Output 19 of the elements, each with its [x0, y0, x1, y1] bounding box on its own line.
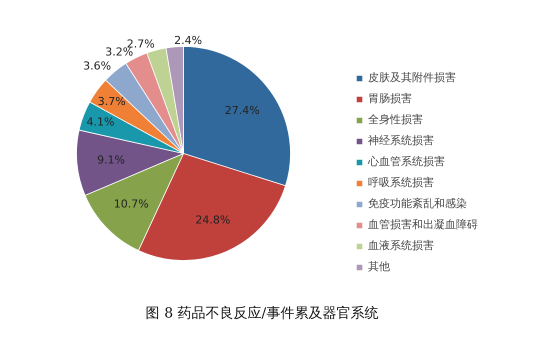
data-label: 2.4%	[174, 34, 202, 47]
legend-label: 皮肤及其附件损害	[368, 70, 456, 85]
legend-label: 其他	[368, 259, 390, 274]
legend-label: 胃肠损害	[368, 91, 412, 106]
data-label: 3.6%	[83, 60, 112, 73]
data-label: 4.1%	[86, 116, 114, 129]
legend-label: 全身性损害	[368, 112, 423, 127]
legend-label: 神经系统损害	[368, 133, 434, 148]
data-label: 9.1%	[97, 154, 126, 167]
data-label: 24.8%	[195, 214, 230, 227]
data-label: 10.7%	[114, 198, 149, 211]
data-label: 27.4%	[224, 104, 260, 118]
legend-label: 呼吸系统损害	[368, 175, 434, 190]
legend-label: 心血管系统损害	[368, 154, 445, 169]
text: 图 8 药品不良反应/事件累及器官系统	[146, 306, 378, 322]
data-label: 3.7%	[98, 94, 126, 108]
legend-label: 血管损害和出凝血障碍	[368, 217, 478, 232]
legend-label: 免疫功能紊乱和感染	[368, 196, 467, 211]
legend-label: 血液系统损害	[368, 238, 434, 253]
